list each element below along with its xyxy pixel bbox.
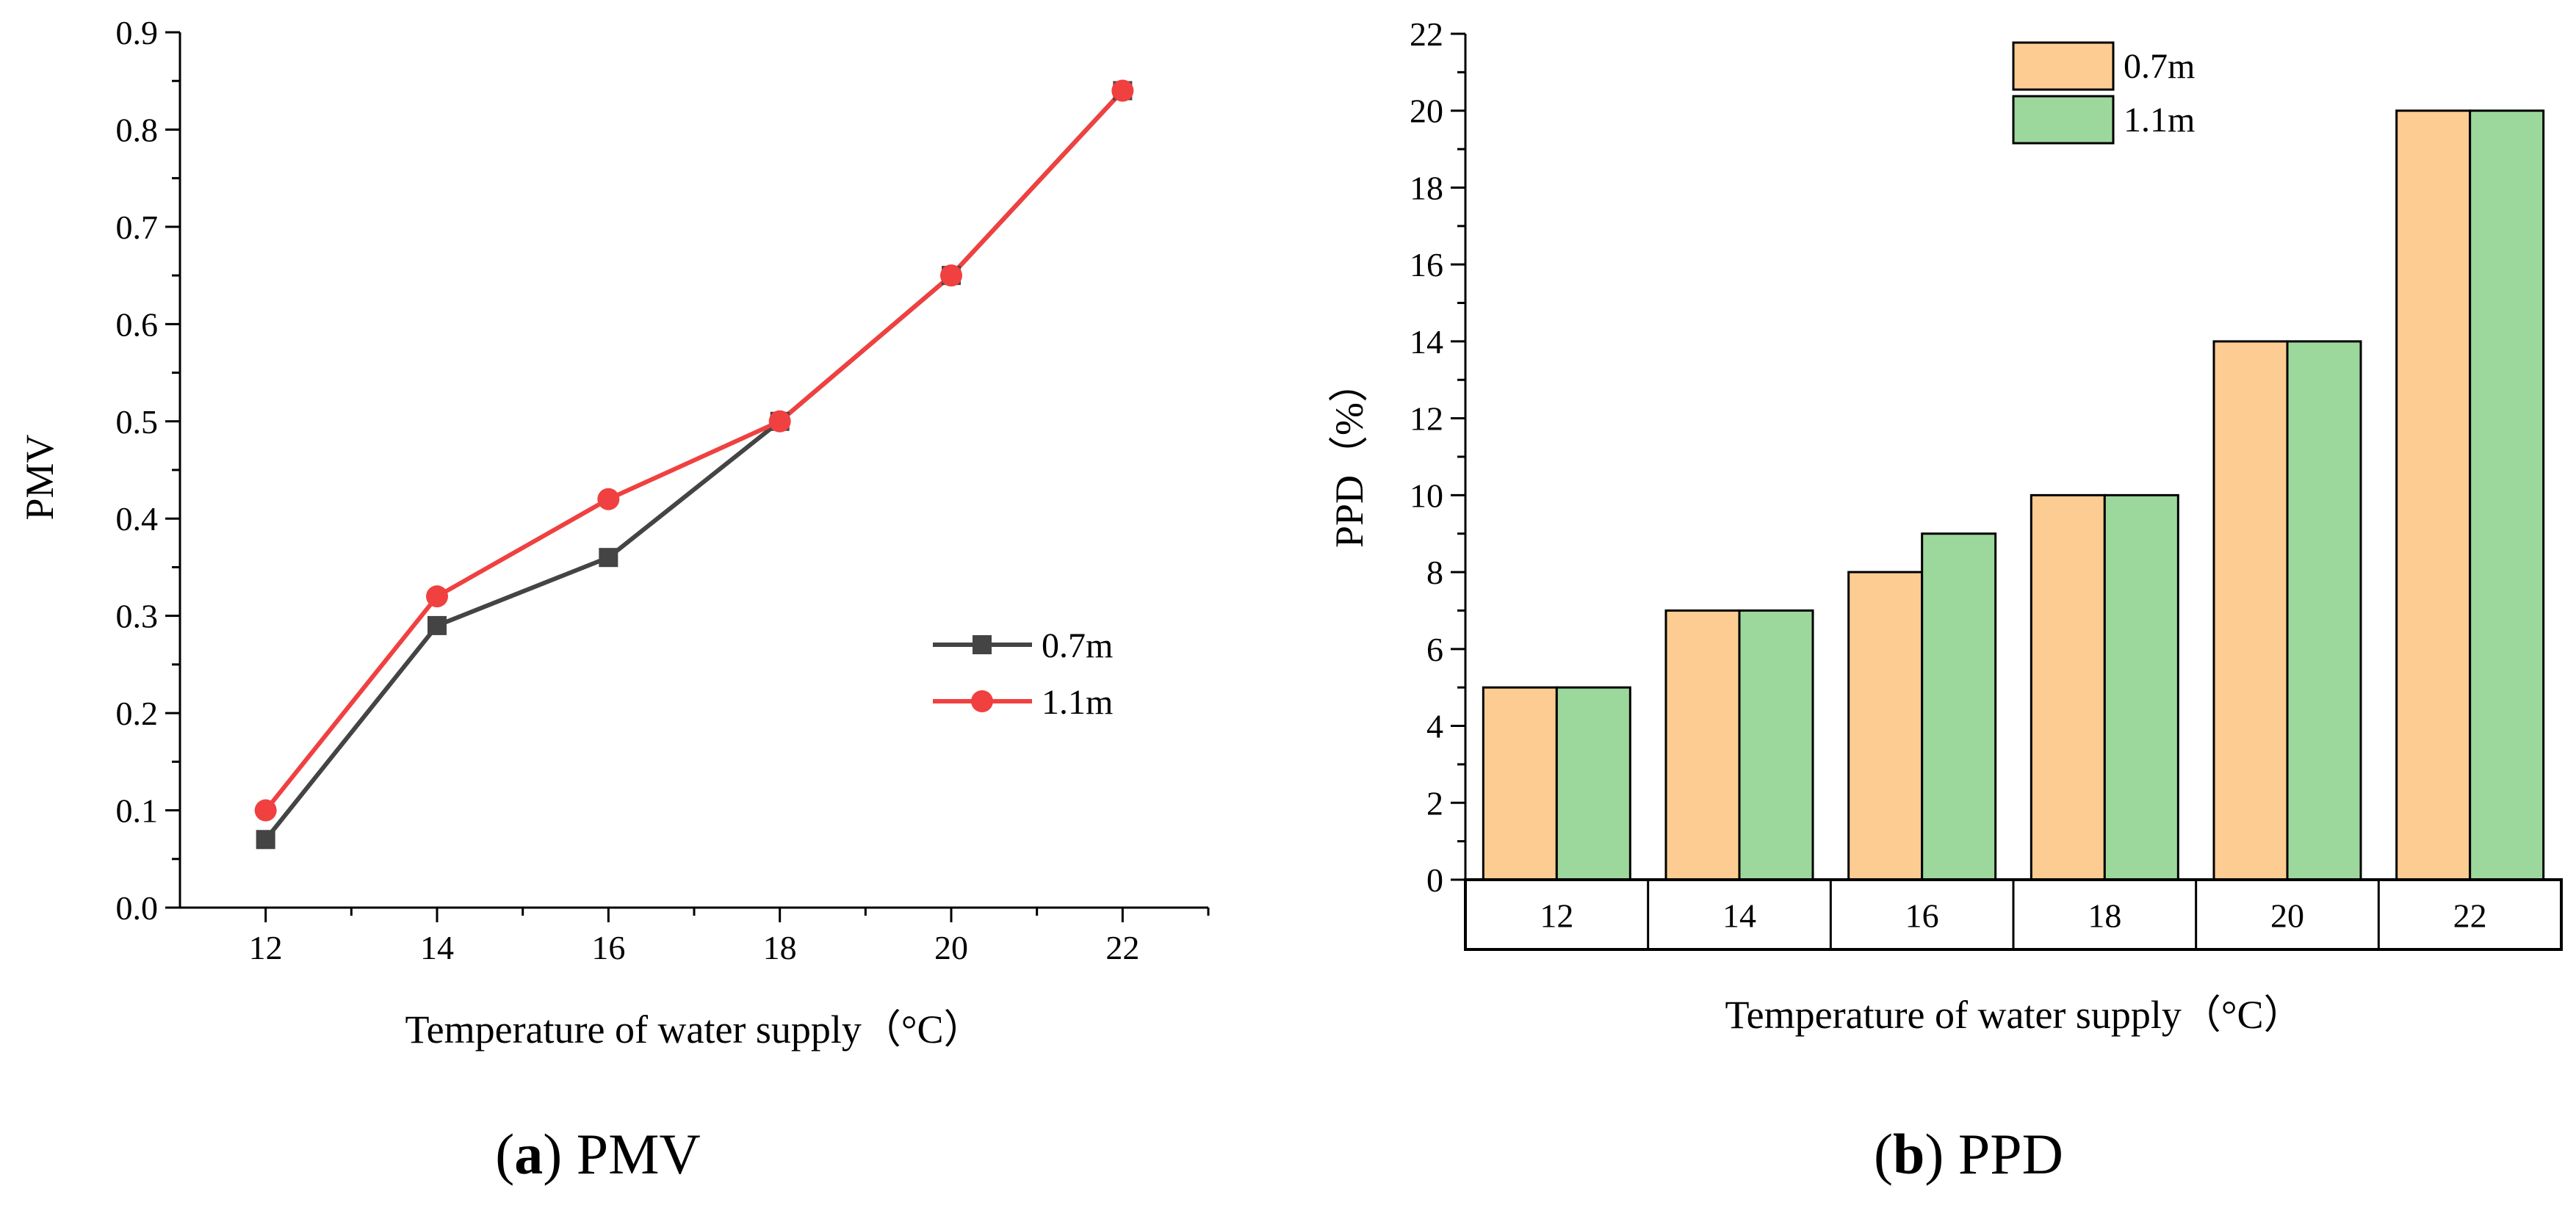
pmv-x-tick-label: 20 [934, 929, 968, 966]
ppd-category-label: 12 [1540, 897, 1573, 935]
pmv-point-circle [254, 799, 277, 822]
ppd-category-label: 22 [2453, 897, 2487, 935]
pmv-point-square [599, 548, 618, 568]
ppd-y-axis-label: PPD（%） [1327, 363, 1371, 548]
ppd-legend-label-1: 0.7m [2124, 47, 2195, 86]
pmv-y-tick-label: 0.4 [116, 500, 159, 538]
ppd-bar-0.7m [2395, 109, 2472, 881]
pmv-x-tick-label: 12 [249, 929, 283, 966]
ppd-bar-chart: 0 2 4 6 8 10 12 14 16 18 20 22 12 14 16 18 20 22 Temperatu… [1327, 15, 2563, 1037]
pmv-series-line-2 [264, 89, 1125, 812]
ppd-category-label: 18 [2088, 897, 2121, 935]
ppd-y-tick-label: 14 [1410, 323, 1443, 361]
caption-a: (a) PMV [495, 1122, 701, 1186]
ppd-legend-label-2: 1.1m [2124, 101, 2195, 140]
ppd-y-tick-label: 0 [1426, 861, 1443, 899]
ppd-bar-0.7m [2212, 340, 2289, 881]
ppd-y-tick-label: 16 [1410, 246, 1443, 283]
pmv-y-tick-label: 0.8 [116, 111, 159, 148]
pmv-point-circle [426, 585, 448, 608]
ppd-category-label: 16 [1905, 897, 1939, 935]
pmv-y-tick-label: 0.7 [116, 209, 159, 246]
pmv-y-tick-label: 0.2 [116, 695, 159, 732]
pmv-x-tick-label: 16 [591, 929, 625, 966]
pmv-legend-label-1: 0.7m [1042, 626, 1113, 665]
ppd-bar-0.7m [1664, 609, 1741, 881]
ppd-y-tick-label: 8 [1426, 554, 1443, 591]
pmv-legend-marker-1 [973, 635, 992, 654]
pmv-y-tick-label: 0.5 [116, 403, 159, 441]
ppd-bar-0.7m [1847, 571, 1924, 881]
ppd-y-tick-label: 22 [1410, 15, 1443, 53]
pmv-point-circle [1111, 79, 1134, 102]
ppd-x-axis-label: Temperature of water supply（°C） [1725, 993, 2303, 1037]
caption-b: (b) PPD [1874, 1122, 2063, 1186]
pmv-point-circle [597, 488, 620, 510]
pmv-y-tick-label: 0.1 [116, 792, 159, 830]
ppd-legend-swatch-1 [2012, 41, 2115, 91]
pmv-point-circle [768, 410, 791, 433]
ppd-y-tick-label: 10 [1410, 477, 1443, 514]
pmv-point-square [427, 615, 447, 635]
pmv-x-tick-label: 22 [1105, 929, 1139, 966]
ppd-y-tick-label: 18 [1410, 169, 1443, 206]
pmv-y-tick-label: 0.0 [116, 889, 159, 927]
pmv-line-chart: 0.0 0.1 0.2 0.3 0.4 0.5 0.6 0.7 0.8 0.9 12 14 16 18 20… [18, 14, 1210, 1052]
ppd-category-label: 14 [1722, 897, 1756, 935]
ppd-bar-1.1m [2286, 340, 2362, 881]
ppd-legend-swatch-2 [2012, 95, 2115, 145]
ppd-y-tick-label: 20 [1410, 93, 1443, 130]
ppd-bar-0.7m [1482, 686, 1558, 881]
pmv-legend-label-2: 1.1m [1042, 683, 1113, 722]
pmv-y-tick-label: 0.6 [116, 305, 159, 343]
ppd-y-tick-label: 2 [1426, 784, 1443, 822]
pmv-y-tick-label: 0.3 [116, 598, 159, 635]
pmv-point-square [256, 830, 275, 850]
pmv-x-tick-label: 18 [763, 929, 797, 966]
ppd-bar-1.1m [2103, 493, 2179, 881]
ppd-bar-1.1m [1738, 609, 1814, 881]
ppd-y-tick-label: 6 [1426, 631, 1443, 668]
pmv-legend-marker-2 [971, 690, 993, 712]
ppd-bar-1.1m [1921, 532, 1997, 881]
pmv-x-axis-label: Temperature of water supply（°C） [405, 1007, 983, 1052]
ppd-y-tick-label: 12 [1410, 400, 1443, 438]
ppd-bar-1.1m [1555, 686, 1631, 881]
ppd-bar-0.7m [2030, 493, 2106, 881]
pmv-x-tick-label: 14 [420, 929, 454, 966]
ppd-bar-1.1m [2469, 109, 2545, 881]
ppd-y-tick-label: 4 [1426, 708, 1443, 745]
pmv-point-circle [940, 264, 962, 287]
ppd-category-label: 20 [2270, 897, 2304, 935]
pmv-series-line-1 [264, 89, 1125, 842]
pmv-y-tick-label: 0.9 [116, 14, 159, 51]
pmv-y-axis-label: PMV [18, 434, 62, 520]
